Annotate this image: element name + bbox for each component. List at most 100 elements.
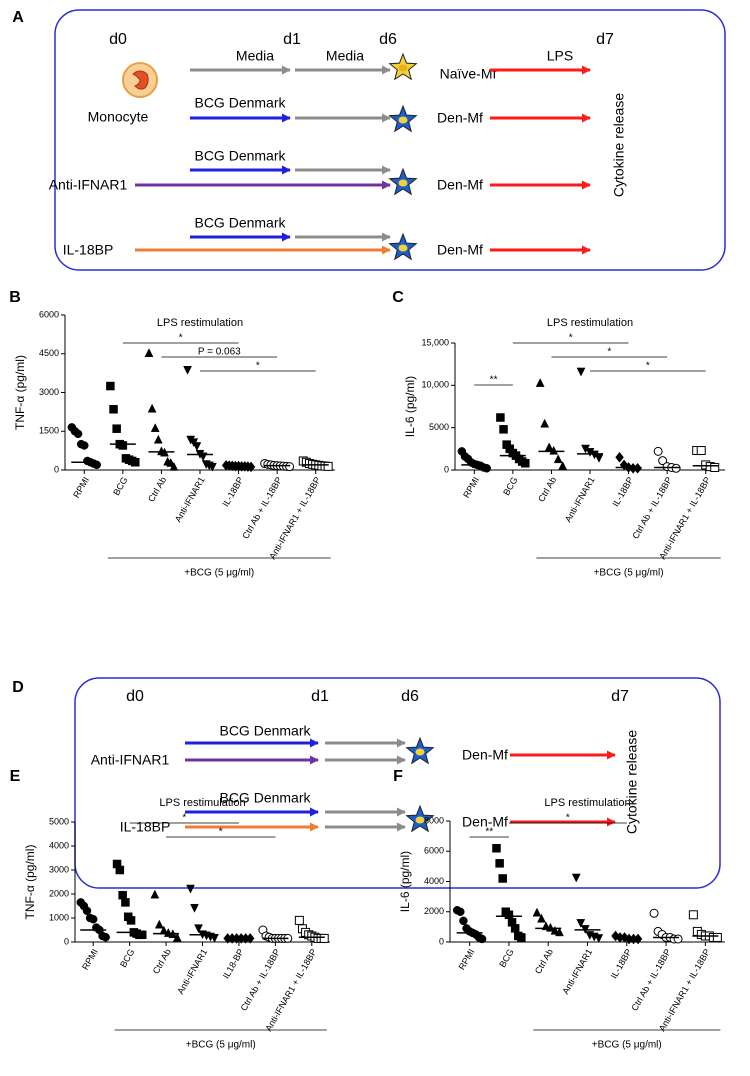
protocol-box [74,677,721,889]
x-tick-label: Ctrl Ab + IL-18BP [239,947,283,1012]
diagram-text: IL-18BP [120,819,171,835]
data-point [154,919,164,929]
data-point [495,859,504,868]
diagram-text: BCG Denmark [194,95,286,111]
data-point [594,934,604,944]
x-tick-label: Ctrl Ab [151,947,173,975]
data-point [190,903,199,913]
data-point [671,463,681,473]
y-tick-label: 0 [64,936,69,946]
data-point [549,445,559,455]
x-tick-label: Anti-IFNAR1 [175,947,209,996]
day-label: d1 [311,688,329,705]
data-point [576,367,586,377]
data-point [499,425,508,434]
x-tick-label: BCG [501,475,519,497]
x-tick-label: IL18-BP [221,947,246,980]
x-tick-label: Anti-IFNAR1 [560,947,594,996]
day-label: d6 [379,31,397,48]
data-point [73,429,83,439]
data-point [109,405,118,414]
y-tick-label: 3000 [49,864,69,874]
significance-label: * [566,813,570,824]
panel-label: B [9,289,21,306]
protocol-box [54,9,726,271]
y-tick-label: 5000 [429,422,449,432]
macrophage-icon [388,104,418,133]
macrophage-icon [388,232,418,261]
data-point [517,933,526,942]
x-tick-label: RPMI [80,947,100,971]
y-tick-label: 0 [444,464,449,474]
significance-label: * [646,361,650,372]
y-tick-label: 4000 [49,840,69,850]
x-tick-label: Ctrl Ab [536,475,558,503]
cell-nucleus [398,179,408,187]
diagram-text: Den-Mf [437,242,483,258]
panel-label: F [393,768,403,785]
significance-label: * [179,333,183,344]
data-point [653,446,663,456]
panel-label: A [12,9,24,26]
data-point [633,462,642,474]
x-tick-label: IL-18BP [220,475,245,508]
data-point [183,366,192,375]
diagram-text: Den-Mf [437,110,483,126]
y-tick-label: 4000 [424,876,444,886]
x-tick-label: Anti-IFNAR1 [173,475,207,524]
y-axis-label: IL-6 (pg/ml) [403,376,417,437]
x-tick-label: Ctrl Ab + IL-18BP [629,947,673,1012]
data-point [131,458,140,467]
data-point [498,874,507,883]
diagram-text: Den-Mf [437,177,483,193]
x-tick-label: Ctrl Ab [533,947,555,975]
data-point [153,434,163,444]
diagram-text: BCG Denmark [194,148,286,164]
data-point [553,454,563,464]
significance-label: * [256,361,260,372]
data-point [144,348,154,357]
data-point [115,865,125,875]
data-point [615,451,624,463]
group-label: +BCG (5 μg/ml) [594,568,664,579]
data-point [649,908,659,918]
significance-label: ** [490,375,498,386]
y-tick-label: 0 [439,936,444,946]
data-point [194,924,203,934]
data-point [121,898,130,907]
diagram-text: Naïve-Mf [440,66,497,82]
data-point [88,914,98,924]
day-label: d7 [596,31,614,48]
day-label: d7 [611,688,629,705]
data-point [82,906,92,916]
y-tick-label: 1500 [39,426,59,436]
diagram-text: Monocyte [88,109,149,125]
data-point [510,924,520,933]
y-axis-label: IL-6 (pg/ml) [398,851,412,912]
data-point [546,922,555,932]
x-tick-label: Ctrl Ab [146,475,168,503]
data-point [150,423,160,432]
diagram-text: LPS [547,48,573,64]
significance-label: * [219,827,223,838]
y-tick-label: 2000 [424,906,444,916]
diagram-text: Media [326,48,364,64]
data-point [594,454,604,463]
diagram-text: Den-Mf [462,747,508,763]
diagram-text: Anti-IFNAR1 [91,752,170,768]
data-point [571,873,581,883]
data-point [456,907,465,916]
data-point [246,461,256,473]
cell-nucleus [398,116,408,124]
data-point [696,446,706,456]
panel-label: C [392,289,404,306]
data-point [459,916,468,926]
x-tick-label: RPMI [457,947,477,971]
x-tick-label: IL-18BP [610,475,635,508]
y-tick-label: 4500 [39,348,59,358]
x-tick-label: Ctrl Ab + IL-18BP [240,475,284,540]
day-label: d6 [401,688,419,705]
data-point [285,462,295,472]
y-tick-label: 6000 [39,309,59,319]
